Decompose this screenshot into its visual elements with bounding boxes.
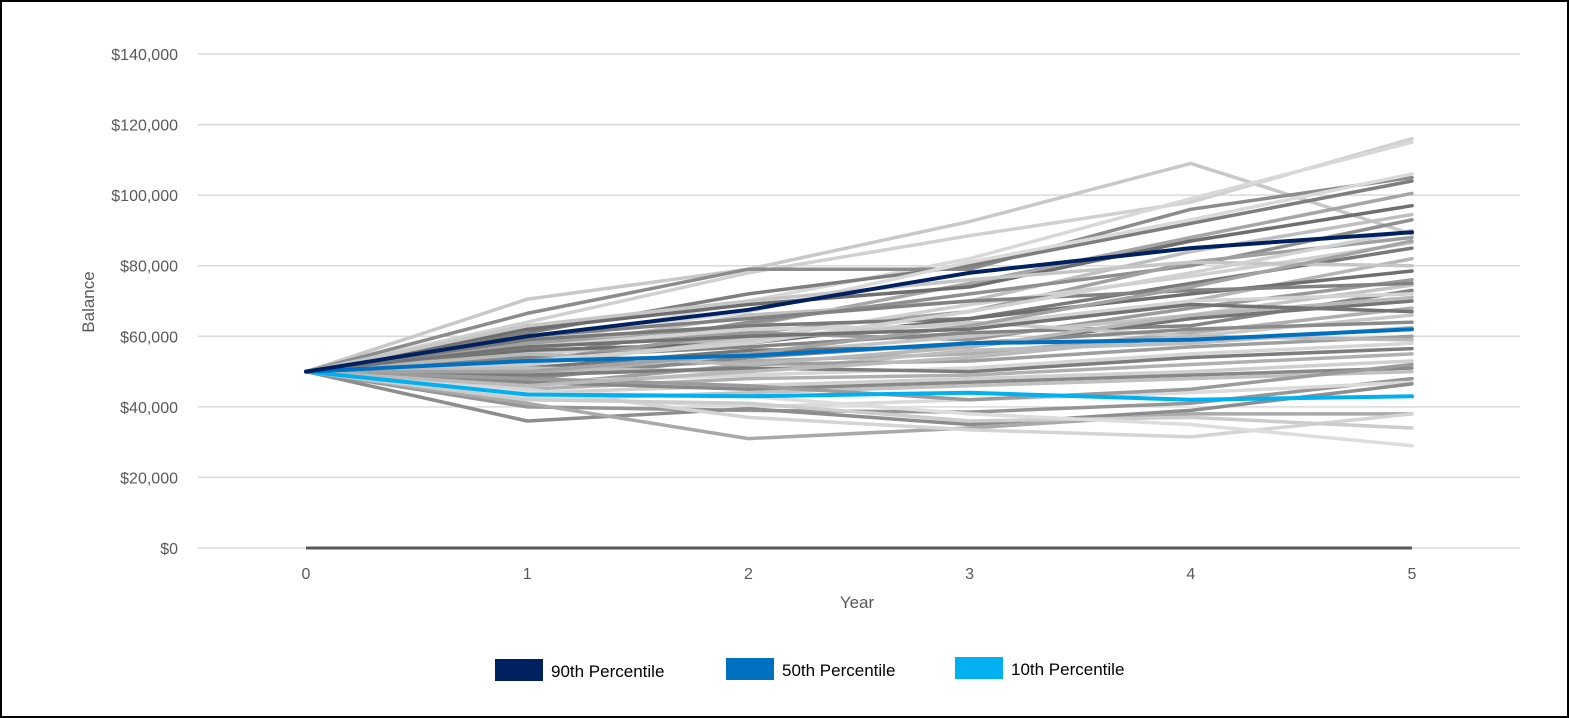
y-tick-label: $0 <box>160 541 178 558</box>
simulation-line <box>304 369 1414 430</box>
y-tick-label: $120,000 <box>111 118 178 135</box>
y-axis-tick-labels: $0 $20,000 $40,000 $60,000 $80,000 $100,000 $1… <box>111 47 178 558</box>
legend-label: 90th Percentile <box>551 662 664 681</box>
percentile-line <box>304 230 1414 374</box>
simulation-line <box>304 369 1414 441</box>
percentile-line <box>304 369 1414 402</box>
legend-swatch <box>955 657 1003 679</box>
x-tick-label: 2 <box>744 566 753 583</box>
x-tick-label: 3 <box>965 566 974 583</box>
x-tick-label: 4 <box>1186 566 1195 583</box>
percentile-series <box>304 230 1414 402</box>
percentile-line <box>304 327 1414 374</box>
x-tick-label: 5 <box>1408 566 1417 583</box>
simulation-line <box>304 175 1414 374</box>
simulation-line <box>304 295 1414 374</box>
simulation-line <box>304 179 1414 374</box>
simulation-line <box>304 136 1414 374</box>
simulation-series <box>304 136 1414 448</box>
y-tick-label: $100,000 <box>111 188 178 205</box>
simulation-line <box>304 203 1414 374</box>
x-tick-label: 1 <box>523 566 532 583</box>
x-axis-tick-labels: 0 1 2 3 4 5 <box>302 566 1417 583</box>
y-tick-label: $40,000 <box>120 400 178 417</box>
simulation-line <box>304 366 1414 391</box>
simulation-line <box>304 369 1414 427</box>
simulation-line <box>304 346 1414 377</box>
simulation-line <box>304 239 1414 374</box>
simulation-line <box>304 161 1414 374</box>
y-tick-label: $20,000 <box>120 470 178 487</box>
legend-swatch <box>495 659 543 681</box>
x-axis-title: Year <box>840 593 875 612</box>
legend: 90th Percentile 50th Percentile 10th Perce… <box>495 657 1124 681</box>
x-tick-label: 0 <box>302 566 311 583</box>
simulation-line <box>304 369 1414 439</box>
gridlines <box>198 53 1520 549</box>
legend-swatch <box>726 658 774 680</box>
y-tick-label: $80,000 <box>120 259 178 276</box>
simulation-line <box>304 302 1414 374</box>
legend-label: 50th Percentile <box>782 661 895 680</box>
y-tick-label: $60,000 <box>120 329 178 346</box>
y-axis-title: Balance <box>79 271 98 332</box>
y-tick-label: $140,000 <box>111 47 178 64</box>
legend-label: 10th Percentile <box>1011 660 1124 679</box>
